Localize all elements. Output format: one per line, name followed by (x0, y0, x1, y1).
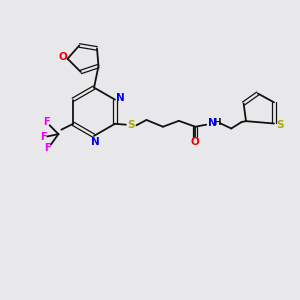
Text: F: F (43, 117, 50, 127)
Text: H: H (213, 118, 220, 127)
Text: N: N (208, 118, 217, 128)
Text: N: N (91, 137, 100, 147)
Text: N: N (116, 93, 125, 103)
Text: F: F (44, 143, 50, 153)
Text: S: S (128, 120, 135, 130)
Text: O: O (191, 137, 200, 147)
Text: F: F (40, 132, 46, 142)
Text: O: O (59, 52, 68, 62)
Text: S: S (277, 120, 284, 130)
